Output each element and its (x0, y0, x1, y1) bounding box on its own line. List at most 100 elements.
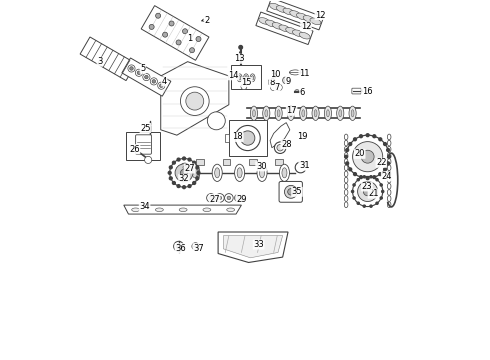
Circle shape (152, 80, 156, 83)
Ellipse shape (339, 110, 342, 117)
Text: 22: 22 (376, 158, 387, 167)
Text: 32: 32 (179, 175, 189, 184)
Ellipse shape (293, 30, 303, 37)
Circle shape (143, 73, 150, 81)
Text: 35: 35 (292, 187, 302, 196)
Ellipse shape (272, 23, 283, 29)
Circle shape (170, 158, 198, 187)
Ellipse shape (215, 168, 220, 178)
FancyBboxPatch shape (224, 134, 229, 141)
Text: 14: 14 (228, 71, 239, 80)
Circle shape (235, 126, 260, 150)
Ellipse shape (344, 147, 348, 152)
Ellipse shape (290, 11, 301, 17)
Circle shape (193, 181, 196, 184)
Circle shape (156, 13, 161, 18)
Circle shape (351, 190, 354, 193)
Ellipse shape (388, 159, 391, 165)
Circle shape (360, 176, 363, 179)
Circle shape (224, 194, 233, 202)
Circle shape (172, 181, 175, 184)
Circle shape (387, 149, 390, 152)
Circle shape (353, 197, 355, 199)
Circle shape (183, 157, 186, 160)
Ellipse shape (388, 202, 391, 208)
FancyBboxPatch shape (126, 132, 160, 160)
Circle shape (360, 135, 363, 138)
Text: 10: 10 (270, 71, 281, 80)
Circle shape (344, 155, 347, 158)
Text: 3: 3 (97, 57, 102, 66)
Text: 37: 37 (193, 244, 204, 253)
Circle shape (209, 196, 213, 200)
Circle shape (361, 150, 374, 163)
Text: 29: 29 (236, 194, 246, 203)
Ellipse shape (388, 140, 391, 146)
Ellipse shape (290, 110, 293, 117)
Polygon shape (161, 62, 229, 135)
Ellipse shape (344, 140, 348, 146)
Ellipse shape (344, 196, 348, 202)
Text: 4: 4 (162, 77, 167, 86)
Text: 21: 21 (368, 189, 379, 198)
Ellipse shape (388, 147, 391, 152)
Ellipse shape (237, 168, 242, 178)
Ellipse shape (388, 153, 391, 158)
Circle shape (218, 196, 221, 200)
Ellipse shape (299, 32, 310, 39)
Ellipse shape (344, 171, 348, 177)
Ellipse shape (241, 195, 245, 201)
Circle shape (380, 197, 382, 199)
Ellipse shape (279, 25, 290, 32)
Circle shape (357, 179, 359, 181)
Text: 1: 1 (187, 34, 192, 43)
Ellipse shape (192, 168, 197, 178)
Circle shape (353, 176, 383, 207)
Text: 2: 2 (205, 16, 210, 25)
Text: 9: 9 (285, 77, 291, 86)
Text: 30: 30 (256, 162, 267, 171)
Polygon shape (218, 232, 288, 262)
Text: 18: 18 (233, 132, 243, 141)
Text: 27: 27 (209, 194, 220, 203)
Circle shape (196, 166, 199, 169)
Text: 26: 26 (129, 145, 140, 154)
FancyBboxPatch shape (229, 121, 267, 156)
Circle shape (388, 155, 391, 158)
Circle shape (349, 168, 352, 171)
Ellipse shape (179, 208, 187, 212)
Circle shape (190, 48, 195, 53)
Circle shape (346, 135, 389, 178)
Circle shape (382, 190, 384, 193)
Circle shape (169, 21, 174, 26)
Text: 6: 6 (300, 87, 305, 96)
Circle shape (170, 177, 172, 180)
Circle shape (354, 173, 356, 176)
Ellipse shape (282, 168, 287, 178)
Polygon shape (270, 123, 290, 148)
Ellipse shape (312, 106, 319, 121)
Circle shape (366, 134, 369, 136)
Circle shape (207, 194, 215, 202)
Ellipse shape (388, 183, 391, 189)
Ellipse shape (203, 208, 211, 212)
Circle shape (145, 75, 148, 79)
Circle shape (188, 185, 191, 188)
Ellipse shape (283, 77, 288, 84)
Text: 16: 16 (362, 86, 372, 95)
Circle shape (285, 185, 297, 198)
Text: 12: 12 (315, 10, 325, 19)
Circle shape (183, 186, 186, 189)
Ellipse shape (259, 18, 270, 24)
Circle shape (145, 156, 152, 163)
Circle shape (241, 84, 247, 90)
Ellipse shape (275, 106, 282, 121)
Text: 7: 7 (274, 83, 280, 92)
Ellipse shape (237, 74, 242, 82)
Polygon shape (141, 6, 209, 60)
Circle shape (196, 177, 199, 180)
Circle shape (357, 202, 359, 204)
Text: 25: 25 (140, 123, 150, 132)
Ellipse shape (296, 13, 307, 20)
Circle shape (363, 205, 366, 207)
